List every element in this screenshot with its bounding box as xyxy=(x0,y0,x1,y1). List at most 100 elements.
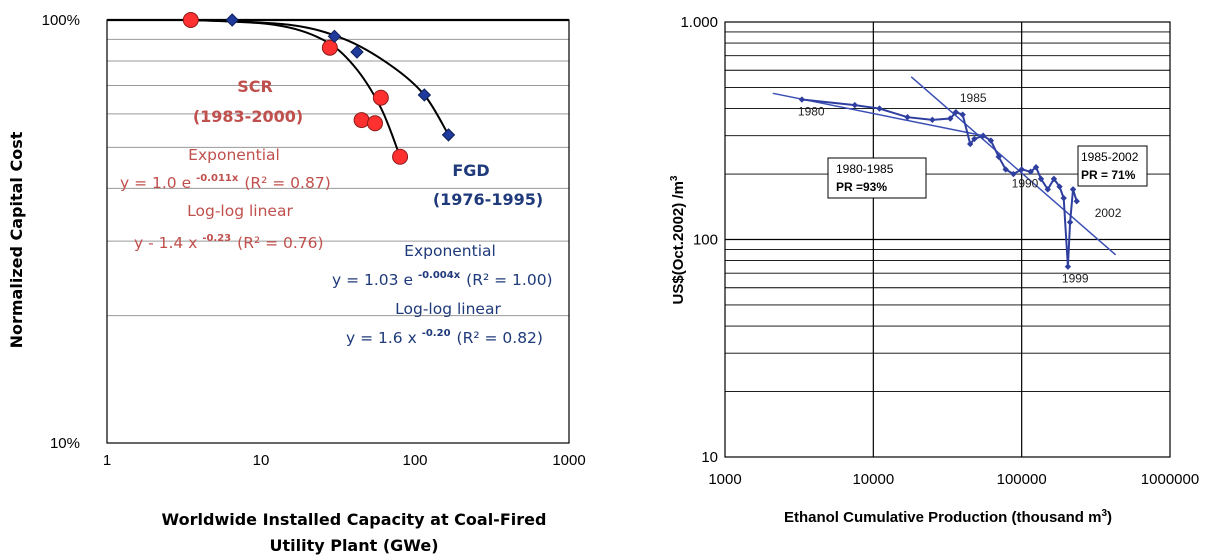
right-y-tick-label: 10 xyxy=(701,449,718,466)
ethanol-data-point xyxy=(929,116,936,124)
fgd-data-point xyxy=(350,45,364,59)
right-y-axis-title: US$(Oct.2002) /m3 xyxy=(669,175,687,304)
right-x-axis-title-main: Ethanol Cumulative Production (thousand … xyxy=(784,509,1102,526)
scr-data-point xyxy=(353,112,370,129)
left-chart: 1 10 100 1000 10% 100% Normalized Capital Cos… xyxy=(7,12,586,555)
left-x-tick-label: 100 xyxy=(402,452,427,469)
fgd-log-equation: y = 1.6 x -0.20 (R² = 0.82) xyxy=(346,328,543,347)
fgd-data-point xyxy=(225,13,239,27)
scr-data-point xyxy=(392,148,409,165)
fgd-exp-base: y = 1.03 e xyxy=(332,271,413,289)
ethanol-data-point xyxy=(1066,219,1074,226)
ethanol-data-point xyxy=(904,114,911,121)
left-x-tick-label: 1000 xyxy=(552,452,585,469)
year-label: 1990 xyxy=(1012,176,1039,190)
scr-period: (1983-2000) xyxy=(193,107,303,126)
right-gridlines xyxy=(725,22,1170,457)
box-1985-2002-period: 1985-2002 xyxy=(1081,150,1139,164)
ethanol-data-point xyxy=(798,96,806,103)
right-x-axis-title: Ethanol Cumulative Production (thousand … xyxy=(784,508,1112,526)
ethanol-data-point xyxy=(971,135,978,143)
fgd-data-point xyxy=(327,29,342,44)
fgd-log-r2: (R² = 0.82) xyxy=(457,329,543,347)
right-y-tick-label: 100 xyxy=(693,232,718,249)
scr-exp-exponent: -0.011x xyxy=(196,173,239,184)
left-fit-curves xyxy=(190,19,450,158)
left-y-tick-label: 10% xyxy=(50,435,80,452)
right-year-labels: 1980 1985 1990 1999 2002 xyxy=(798,91,1122,286)
ethanol-data-point xyxy=(1018,166,1025,173)
ethanol-data-point xyxy=(987,137,995,144)
right-x-tick-label: 1000 xyxy=(708,471,741,488)
left-x-tick-label: 10 xyxy=(253,452,270,469)
year-label: 1980 xyxy=(798,105,825,119)
scr-log-base: y - 1.4 x xyxy=(134,234,197,252)
box-1980-1985-pr: PR =93% xyxy=(836,180,887,194)
fgd-exp-r2: (R² = 1.00) xyxy=(466,271,552,289)
ethanol-data-point xyxy=(952,108,960,116)
right-plot-frame xyxy=(724,21,1171,458)
ethanol-data-point xyxy=(1010,170,1017,178)
ethanol-data-point xyxy=(1044,186,1051,193)
ethanol-data-point xyxy=(1069,186,1077,193)
left-x-tick-label: 1 xyxy=(103,452,111,469)
scr-data-point xyxy=(367,115,384,132)
fgd-exp-title: Exponential xyxy=(404,242,496,260)
ethanol-data-point xyxy=(947,115,954,122)
ethanol-data-point xyxy=(1064,263,1072,270)
year-label: 1985 xyxy=(960,91,987,105)
fgd-log-exponent: -0.20 xyxy=(422,328,451,339)
scr-log-exponent: -0.23 xyxy=(202,233,231,244)
scr-exp-r2: (R² = 0.87) xyxy=(244,174,330,192)
right-y-tick-label: 1.000 xyxy=(680,14,718,31)
right-x-tick-label: 100000 xyxy=(997,471,1047,488)
ethanol-data-point xyxy=(1073,198,1080,205)
ethanol-data-point xyxy=(1032,163,1040,171)
right-x-tick-label: 10000 xyxy=(852,471,894,488)
scr-log-r2: (R² = 0.76) xyxy=(237,234,323,252)
year-label: 1999 xyxy=(1062,272,1089,286)
year-label: 2002 xyxy=(1095,206,1122,220)
left-gridlines xyxy=(107,38,569,317)
scr-fit-curve xyxy=(190,19,402,158)
right-y-axis-title-sup: 3 xyxy=(669,175,680,181)
box-1980-1985-frame xyxy=(827,157,927,199)
left-tick-labels: 1 10 100 1000 10% 100% xyxy=(42,12,586,469)
scr-data-point xyxy=(182,12,199,28)
right-x-axis-title-end: ) xyxy=(1107,509,1112,526)
left-y-axis-title: Normalized Capital Cost xyxy=(7,131,26,348)
scr-exp-equation: y = 1.0 e -0.011x (R² = 0.87) xyxy=(120,173,331,192)
box-1980-1985: 1980-1985 PR =93% xyxy=(827,157,927,199)
ethanol-data-point xyxy=(851,101,859,109)
scr-log-title: Log-log linear xyxy=(187,202,293,220)
right-fit-lines xyxy=(772,76,1117,256)
fgd-data-point xyxy=(417,88,432,102)
scr-log-equation: y - 1.4 x -0.23 (R² = 0.76) xyxy=(134,233,324,252)
fgd-name: FGD xyxy=(452,161,489,180)
right-y-axis-title-main: US$(Oct.2002) /m xyxy=(670,181,687,304)
left-x-axis-title-line1: Worldwide Installed Capacity at Coal-Fir… xyxy=(162,510,547,529)
ethanol-data-point xyxy=(995,153,1002,161)
fgd-exp-exponent: -0.004x xyxy=(418,270,461,281)
scr-exp-title: Exponential xyxy=(188,146,280,164)
left-data-markers xyxy=(182,12,456,165)
ethanol-data-point xyxy=(876,105,883,112)
ethanol-data-point xyxy=(1050,175,1058,183)
fit-line-1985-2002 xyxy=(910,76,1117,256)
left-y-tick-label: 100% xyxy=(42,12,80,29)
box-1985-2002-pr: PR = 71% xyxy=(1081,168,1136,182)
fgd-data-point xyxy=(441,128,456,142)
scr-name: SCR xyxy=(237,77,273,96)
ethanol-data-point xyxy=(1027,168,1034,175)
fgd-exp-equation: y = 1.03 e -0.004x (R² = 1.00) xyxy=(332,270,553,289)
left-plot-frame xyxy=(106,19,570,444)
box-1980-1985-period: 1980-1985 xyxy=(836,162,894,176)
scr-exp-base: y = 1.0 e xyxy=(120,174,191,192)
ethanol-data-point xyxy=(959,111,966,118)
left-x-axis-title-line2: Utility Plant (GWe) xyxy=(269,536,438,555)
fgd-log-title: Log-log linear xyxy=(395,300,501,318)
box-1985-2002-frame xyxy=(1077,145,1148,187)
ethanol-data-point xyxy=(967,140,974,148)
